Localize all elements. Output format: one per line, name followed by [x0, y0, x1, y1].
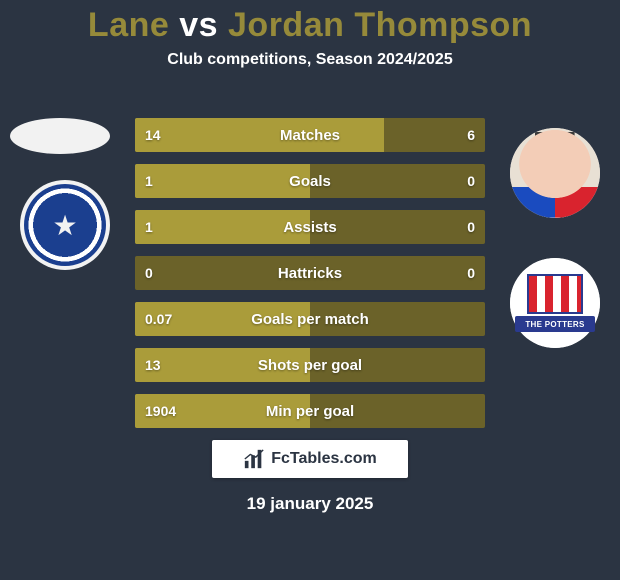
stoke-stripes-icon [527, 274, 583, 314]
stat-label: Assists [135, 210, 485, 244]
stats-container: 146Matches 10Goals 10Assists 00Hattricks 0.0… [135, 118, 485, 440]
stoke-crest-icon: THE POTTERS [510, 258, 600, 348]
stat-label: Goals per match [135, 302, 485, 336]
subtitle: Club competitions, Season 2024/2025 [0, 51, 620, 69]
stat-row: 10Goals [135, 164, 485, 198]
stat-row: 1904Min per goal [135, 394, 485, 428]
player2-avatar [510, 128, 600, 218]
comparison-title: Lane vs Jordan Thompson [0, 0, 620, 45]
stat-row: 0.07Goals per match [135, 302, 485, 336]
stat-label: Min per goal [135, 394, 485, 428]
stat-row: 146Matches [135, 118, 485, 152]
stat-label: Matches [135, 118, 485, 152]
snapshot-date: 19 january 2025 [0, 494, 620, 514]
stat-label: Shots per goal [135, 348, 485, 382]
fctables-logo: FcTables.com [212, 440, 408, 478]
stoke-ribbon: THE POTTERS [515, 316, 595, 332]
bars-icon [243, 448, 265, 470]
stat-label: Hattricks [135, 256, 485, 290]
fctables-logo-text: FcTables.com [271, 450, 377, 468]
portsmouth-crest-icon [24, 184, 106, 266]
stat-row: 13Shots per goal [135, 348, 485, 382]
player1-name: Lane [88, 6, 169, 44]
stat-row: 00Hattricks [135, 256, 485, 290]
player2-club-crest: THE POTTERS [510, 258, 600, 348]
stat-row: 10Assists [135, 210, 485, 244]
player1-club-crest [20, 180, 110, 270]
player2-name: Jordan Thompson [228, 6, 532, 44]
vs-text: vs [179, 6, 218, 44]
stat-label: Goals [135, 164, 485, 198]
player2-portrait [510, 128, 600, 218]
player1-avatar [10, 118, 110, 154]
